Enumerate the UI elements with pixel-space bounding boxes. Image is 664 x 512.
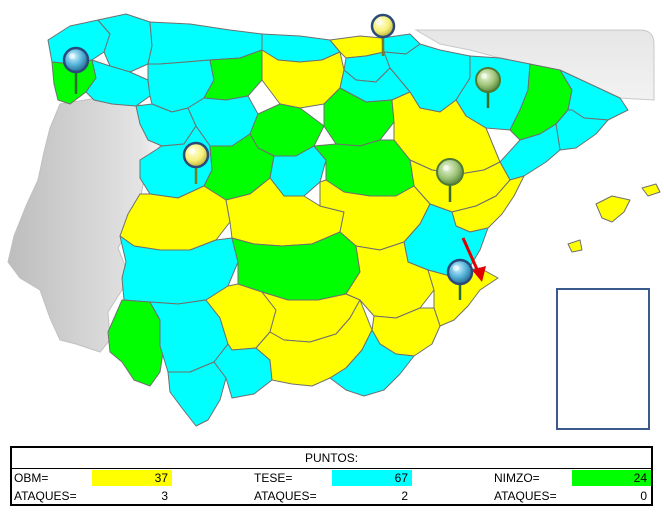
- nimzo-points: 24: [572, 470, 651, 486]
- blue-icon: [453, 265, 459, 271]
- pin-bizkaia[interactable]: [370, 13, 396, 56]
- pin-navarra[interactable]: [475, 67, 501, 108]
- yellow-icon: [189, 148, 195, 154]
- pin-leon[interactable]: [182, 141, 210, 184]
- island-menorca[interactable]: [641, 183, 661, 197]
- obm-attacks-label: ATAQUES=: [14, 489, 77, 503]
- spain-provinces-map: [7, 13, 661, 427]
- pin-alicante[interactable]: [446, 258, 474, 300]
- yellow-icon: [376, 19, 382, 25]
- tese-label: TESE=: [254, 471, 293, 485]
- pin-teruel[interactable]: [436, 158, 464, 202]
- obm-label: OBM=: [14, 471, 49, 485]
- tese-points: 67: [332, 470, 412, 486]
- nimzo-attacks: 0: [640, 489, 647, 503]
- nimzo-attacks-label: ATAQUES=: [494, 489, 557, 503]
- province-soria[interactable]: [323, 87, 395, 147]
- attack-arrow: [461, 237, 486, 282]
- island-mallorca[interactable]: [595, 195, 631, 223]
- pin-coruna[interactable]: [62, 46, 90, 94]
- province-almeria[interactable]: [329, 329, 415, 397]
- blue-icon: [69, 53, 75, 59]
- green-icon: [481, 73, 487, 79]
- obm-points: 37: [92, 470, 172, 486]
- tese-attacks: 2: [401, 489, 408, 503]
- province-cadiz[interactable]: [167, 361, 227, 427]
- scoreboard-title: PUNTOS:: [12, 448, 651, 469]
- island-ibiza[interactable]: [567, 239, 583, 253]
- scoreboard: PUNTOS: OBM= 37 TESE= 67 NIMZO= 24 ATAQU…: [10, 446, 653, 506]
- tese-attacks-label: ATAQUES=: [254, 489, 317, 503]
- green-icon: [443, 165, 449, 171]
- province-lugo[interactable]: [97, 13, 153, 73]
- obm-attacks: 3: [161, 489, 168, 503]
- legend-box: [556, 288, 650, 430]
- nimzo-label: NIMZO=: [494, 471, 540, 485]
